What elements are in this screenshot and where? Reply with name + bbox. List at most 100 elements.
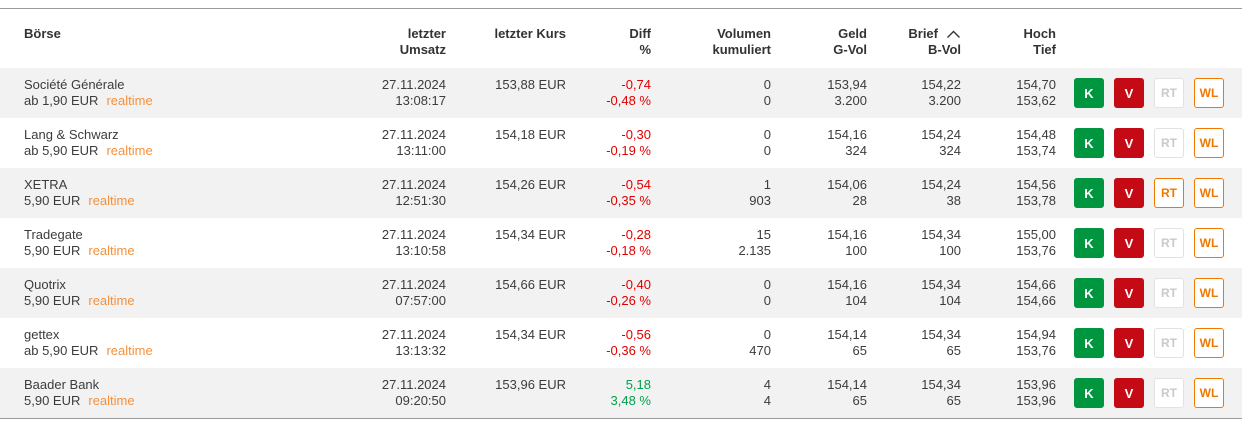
realtime-button[interactable]: RT <box>1154 228 1184 258</box>
ask-volume: 324 <box>939 143 961 158</box>
buy-button[interactable]: K <box>1074 328 1104 358</box>
column-header-letzter-kurs[interactable]: letzter Kurs <box>446 26 566 58</box>
column-header-hoch-tief[interactable]: Hoch Tief <box>961 26 1057 58</box>
realtime-button[interactable]: RT <box>1154 128 1184 158</box>
realtime-button[interactable]: RT <box>1154 178 1184 208</box>
exchange-cell: gettex ab 5,90 EUR realtime <box>24 327 296 359</box>
watchlist-button[interactable]: WL <box>1194 178 1224 208</box>
column-header-brief[interactable]: Brief B-Vol <box>867 26 961 58</box>
column-header-volumen[interactable]: Volumen kumuliert <box>651 26 771 58</box>
high-low-cell: 154,56 153,78 <box>961 177 1056 209</box>
buy-button[interactable]: K <box>1074 378 1104 408</box>
watchlist-button[interactable]: WL <box>1194 328 1224 358</box>
exchange-fee: 5,90 EUR <box>24 193 81 208</box>
high-price: 154,70 <box>1016 77 1056 92</box>
ask-volume: 38 <box>946 193 961 208</box>
last-trade-cell: 27.11.2024 07:57:00 <box>296 277 446 309</box>
realtime-link[interactable]: realtime <box>106 143 153 158</box>
high-low-cell: 154,70 153,62 <box>961 77 1056 109</box>
watchlist-button[interactable]: WL <box>1194 278 1224 308</box>
buy-button[interactable]: K <box>1074 128 1104 158</box>
low-price: 153,78 <box>1016 193 1056 208</box>
watchlist-button[interactable]: WL <box>1194 128 1224 158</box>
volume-last: 0 <box>763 327 771 342</box>
diff-absolute: -0,74 <box>621 77 651 92</box>
row-actions: K V RT WL <box>1056 227 1224 259</box>
column-header-diff[interactable]: Diff % <box>566 26 651 58</box>
last-price-cell: 154,34 EUR <box>446 227 566 259</box>
realtime-button[interactable]: RT <box>1154 278 1184 308</box>
last-trade-cell: 27.11.2024 13:10:58 <box>296 227 446 259</box>
last-trade-time: 13:08:17 <box>395 93 446 108</box>
sell-button[interactable]: V <box>1114 128 1144 158</box>
diff-cell: -0,54 -0,35 % <box>566 177 651 209</box>
watchlist-button[interactable]: WL <box>1194 78 1224 108</box>
exchange-comparison-table: Börse letzter Umsatz letzter Kurs Diff %… <box>0 8 1242 419</box>
sell-button[interactable]: V <box>1114 228 1144 258</box>
bid-volume: 100 <box>845 243 867 258</box>
column-header-label: kumuliert <box>712 42 771 57</box>
row-actions: K V RT WL <box>1056 77 1224 109</box>
sell-button[interactable]: V <box>1114 178 1144 208</box>
last-price-cell: 154,66 EUR <box>446 277 566 309</box>
realtime-link[interactable]: realtime <box>106 93 153 108</box>
sell-button[interactable]: V <box>1114 328 1144 358</box>
bid-price: 153,94 <box>827 77 867 92</box>
column-header-boerse[interactable]: Börse <box>24 26 296 58</box>
bid-volume: 28 <box>852 193 867 208</box>
bid-price: 154,14 <box>827 377 867 392</box>
sell-button[interactable]: V <box>1114 78 1144 108</box>
diff-percent: -0,36 % <box>606 343 651 358</box>
buy-button[interactable]: K <box>1074 178 1104 208</box>
realtime-link[interactable]: realtime <box>88 193 135 208</box>
high-low-cell: 153,96 153,96 <box>961 377 1056 409</box>
high-price: 155,00 <box>1016 227 1056 242</box>
realtime-link[interactable]: realtime <box>88 393 135 408</box>
diff-cell: -0,74 -0,48 % <box>566 77 651 109</box>
volume-cumulative: 903 <box>749 193 771 208</box>
buy-button[interactable]: K <box>1074 228 1104 258</box>
high-low-cell: 155,00 153,76 <box>961 227 1056 259</box>
volume-cumulative: 470 <box>749 343 771 358</box>
realtime-button[interactable]: RT <box>1154 78 1184 108</box>
diff-absolute: -0,30 <box>621 127 651 142</box>
watchlist-button[interactable]: WL <box>1194 228 1224 258</box>
sell-button[interactable]: V <box>1114 278 1144 308</box>
last-trade-date: 27.11.2024 <box>381 77 446 92</box>
ask-price: 154,34 <box>921 327 961 342</box>
diff-cell: -0,56 -0,36 % <box>566 327 651 359</box>
buy-button[interactable]: K <box>1074 78 1104 108</box>
realtime-link[interactable]: realtime <box>106 343 153 358</box>
last-trade-date: 27.11.2024 <box>381 377 446 392</box>
bid-cell: 154,14 65 <box>771 327 867 359</box>
diff-percent: -0,19 % <box>606 143 651 158</box>
ask-price: 154,24 <box>921 127 961 142</box>
watchlist-button[interactable]: WL <box>1194 378 1224 408</box>
diff-absolute: -0,28 <box>621 227 651 242</box>
sort-ascending-icon <box>946 30 961 39</box>
bid-volume: 65 <box>852 393 867 408</box>
exchange-fee: 5,90 EUR <box>24 393 81 408</box>
high-low-cell: 154,94 153,76 <box>961 327 1056 359</box>
exchange-fee: ab 5,90 EUR <box>24 143 99 158</box>
column-header-geld[interactable]: Geld G-Vol <box>771 26 867 58</box>
sell-button[interactable]: V <box>1114 378 1144 408</box>
column-header-letzter-umsatz[interactable]: letzter Umsatz <box>296 26 446 58</box>
row-actions: K V RT WL <box>1056 277 1224 309</box>
table-row: Société Générale ab 1,90 EUR realtime 27.… <box>0 68 1242 118</box>
volume-last: 15 <box>756 227 771 242</box>
table-header: Börse letzter Umsatz letzter Kurs Diff %… <box>0 9 1242 68</box>
buy-button[interactable]: K <box>1074 278 1104 308</box>
volume-cumulative: 0 <box>763 143 771 158</box>
column-header-label: % <box>639 42 651 57</box>
realtime-button[interactable]: RT <box>1154 378 1184 408</box>
ask-price: 154,34 <box>921 377 961 392</box>
realtime-button[interactable]: RT <box>1154 328 1184 358</box>
realtime-link[interactable]: realtime <box>88 293 135 308</box>
last-trade-cell: 27.11.2024 13:13:32 <box>296 327 446 359</box>
row-actions: K V RT WL <box>1056 377 1224 409</box>
volume-cell: 0 0 <box>651 127 771 159</box>
ask-cell: 154,34 100 <box>867 227 961 259</box>
realtime-link[interactable]: realtime <box>88 243 135 258</box>
diff-percent: -0,35 % <box>606 193 651 208</box>
